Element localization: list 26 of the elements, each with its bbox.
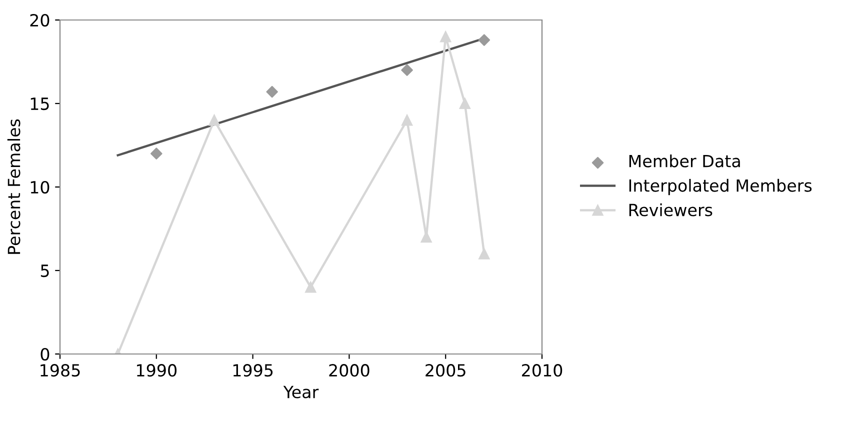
legend-label: Reviewers: [629, 203, 712, 216]
y-tick-label: 5: [40, 264, 49, 278]
point: [459, 98, 470, 110]
x-tick-label: 2005: [426, 364, 466, 377]
point: [401, 64, 413, 76]
x-tick-label: 2010: [522, 364, 562, 377]
legend-label: Interpolated Members: [629, 178, 812, 196]
point: [305, 282, 316, 293]
legend-label: Member Data: [629, 154, 740, 168]
y-axis-title: Percent Females: [7, 119, 20, 254]
point: [478, 248, 490, 260]
point: [208, 114, 220, 126]
y-tick-label: 15: [30, 98, 49, 110]
x-axis-title: Year: [283, 386, 319, 398]
x-tick-label: 2000: [329, 364, 370, 377]
y-tick-label: 0: [40, 348, 50, 361]
point: [150, 148, 162, 160]
x-tick-label: 1995: [233, 364, 273, 377]
point: [266, 86, 278, 98]
x-tick-label: 1985: [40, 364, 80, 377]
y-tick-label: 10: [30, 180, 50, 194]
point: [401, 114, 413, 126]
point: [478, 34, 490, 46]
x-tick-label: 1990: [137, 364, 176, 377]
point: [440, 31, 452, 42]
y-tick-label: 20: [30, 14, 50, 27]
